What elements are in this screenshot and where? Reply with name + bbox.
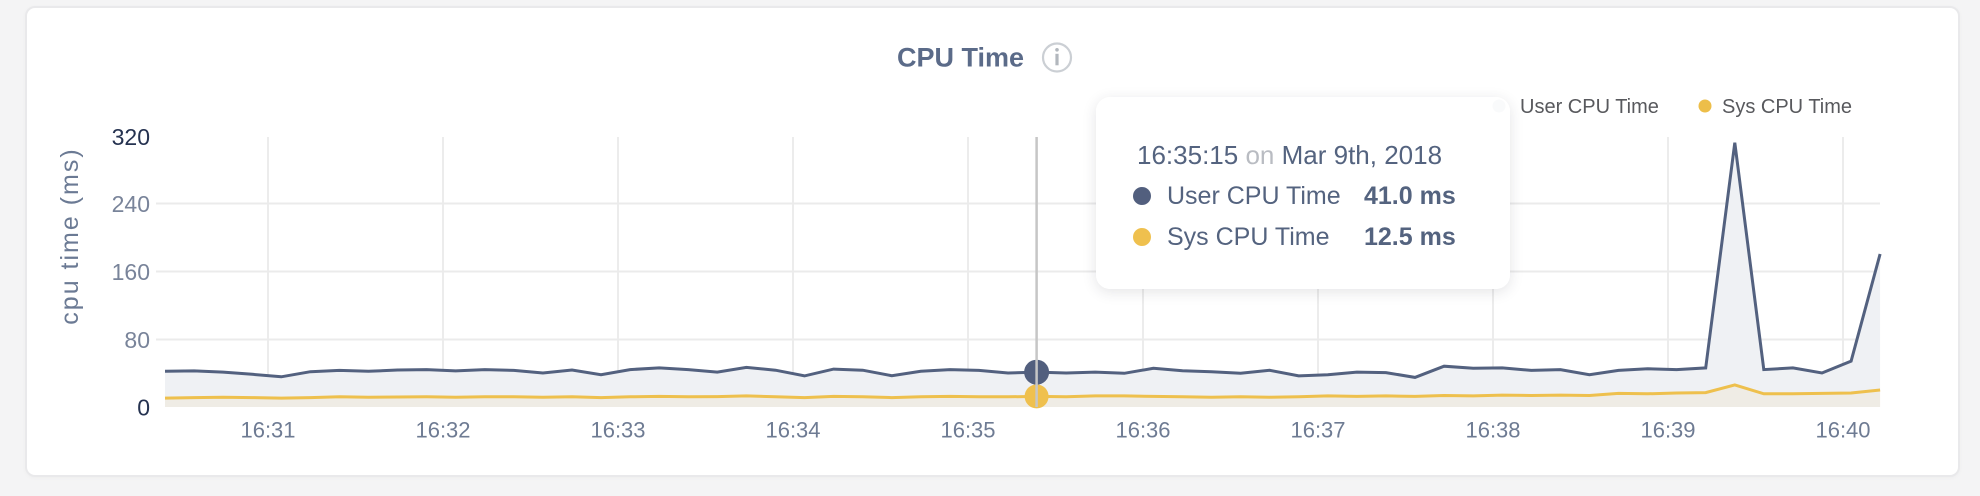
svg-text:320: 320 xyxy=(112,124,150,150)
svg-text:16:39: 16:39 xyxy=(1640,418,1695,443)
svg-text:16:33: 16:33 xyxy=(590,418,645,443)
svg-text:cpu time (ms): cpu time (ms) xyxy=(56,147,84,324)
svg-text:0: 0 xyxy=(137,395,150,421)
svg-text:240: 240 xyxy=(112,191,150,217)
svg-text:16:38: 16:38 xyxy=(1465,418,1520,443)
svg-text:16:37: 16:37 xyxy=(1290,418,1345,443)
svg-text:16:31: 16:31 xyxy=(240,418,295,443)
svg-text:16:35: 16:35 xyxy=(940,418,995,443)
svg-text:80: 80 xyxy=(124,327,150,353)
svg-text:160: 160 xyxy=(112,259,150,285)
svg-text:Sys CPU Time: Sys CPU Time xyxy=(1722,96,1852,118)
svg-text:User CPU Time: User CPU Time xyxy=(1520,96,1659,118)
svg-text:16:40: 16:40 xyxy=(1815,418,1870,443)
svg-text:16:36: 16:36 xyxy=(1115,418,1170,443)
svg-text:16:34: 16:34 xyxy=(765,418,820,443)
svg-text:CPU Time: CPU Time xyxy=(897,43,1024,73)
svg-text:16:32: 16:32 xyxy=(415,418,470,443)
